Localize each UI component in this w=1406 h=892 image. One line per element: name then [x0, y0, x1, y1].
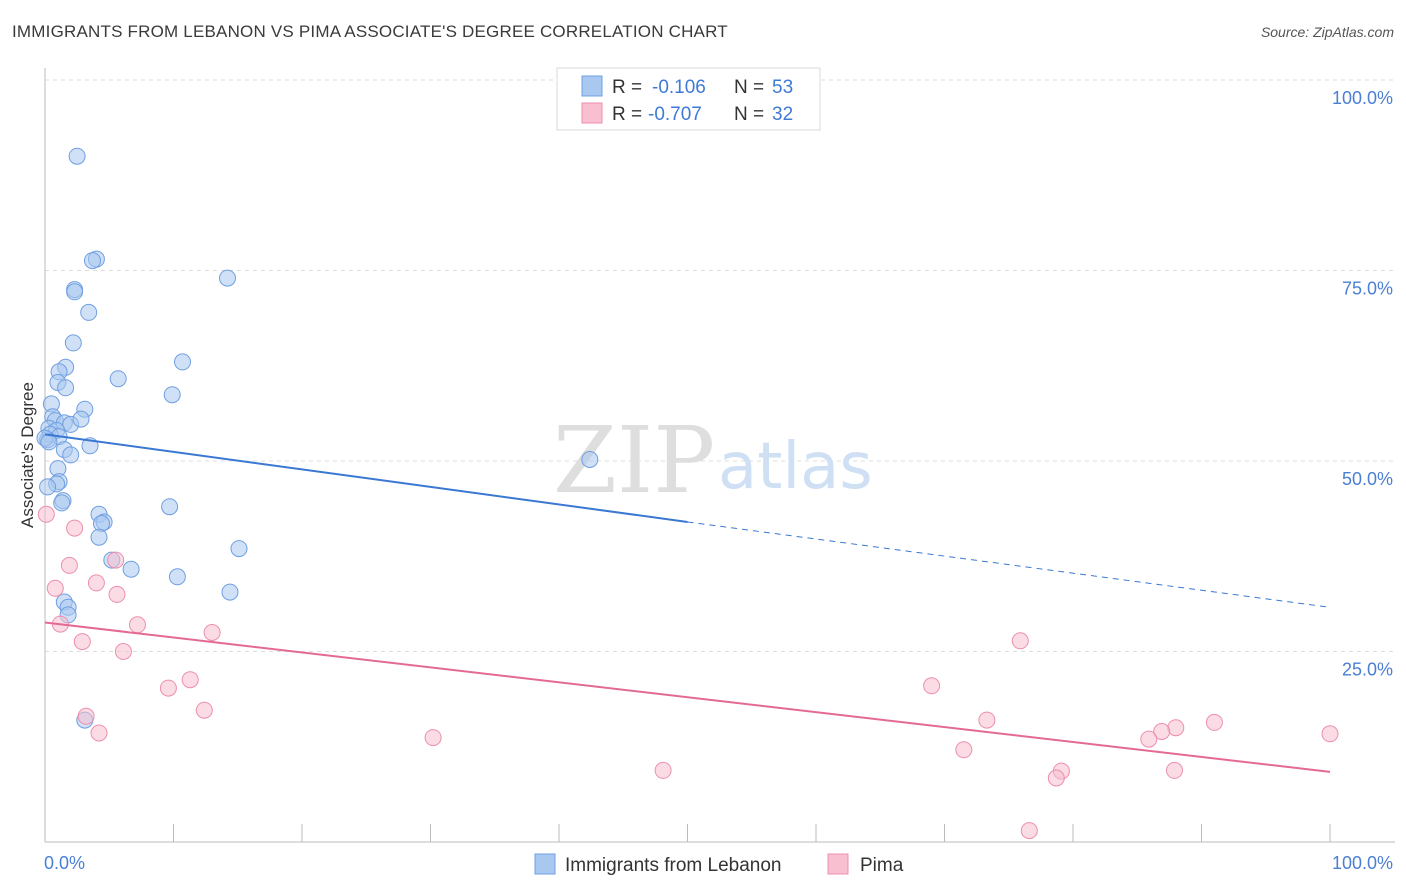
- legend-r-value-2: -0.707: [648, 104, 702, 125]
- data-point: [90, 724, 108, 742]
- legend-bottom: Immigrants from Lebanon Pima: [534, 853, 904, 876]
- legend-n-value-2: 32: [772, 104, 793, 125]
- y-tick-label: 50.0%: [1342, 469, 1393, 489]
- data-point: [66, 519, 84, 537]
- data-point: [72, 410, 90, 428]
- legend-n-label-1: N =: [734, 77, 764, 98]
- source-label: Source: ZipAtlas.com: [1260, 24, 1394, 40]
- bottom-legend-label-blue: Immigrants from Lebanon: [565, 855, 782, 876]
- y-tick-label: 100.0%: [1332, 88, 1393, 108]
- data-point: [203, 624, 221, 641]
- data-point: [161, 498, 179, 516]
- x-tick-label-min: 0.0%: [44, 853, 85, 873]
- data-point: [1153, 723, 1171, 740]
- data-point: [654, 761, 672, 779]
- data-point: [84, 252, 101, 270]
- data-point: [923, 677, 941, 695]
- data-point: [195, 701, 213, 719]
- data-point: [66, 283, 84, 301]
- grid-lines: [45, 79, 1395, 652]
- y-tick-label: 25.0%: [1342, 660, 1393, 680]
- data-point: [68, 147, 86, 165]
- y-tick-labels: 100.0% 75.0% 50.0% 25.0%: [1332, 88, 1393, 680]
- data-point: [108, 585, 126, 603]
- data-point: [60, 556, 78, 574]
- data-point: [53, 494, 71, 512]
- watermark-zip: ZIP: [553, 407, 715, 514]
- watermark-atlas: atlas: [718, 430, 873, 504]
- data-point: [221, 583, 239, 601]
- data-point: [64, 334, 82, 352]
- data-point: [168, 568, 186, 586]
- data-point: [159, 679, 177, 697]
- data-point: [581, 451, 599, 468]
- data-point: [1020, 822, 1038, 840]
- y-tick-label: 75.0%: [1342, 279, 1393, 299]
- data-point: [77, 707, 95, 725]
- data-point: [114, 643, 132, 660]
- data-point: [219, 269, 236, 287]
- data-point: [1140, 730, 1158, 748]
- data-point: [122, 560, 140, 578]
- trend-line-pink: [44, 621, 1331, 773]
- x-tick-label-max: 100.0%: [1332, 853, 1393, 873]
- legend-top: R = -0.106 N = 53 R = -0.707 N = 32: [556, 67, 821, 131]
- legend-swatch-blue: [581, 75, 603, 97]
- data-point: [181, 671, 199, 689]
- data-point: [1166, 761, 1183, 779]
- watermark: ZIP atlas: [553, 407, 873, 514]
- data-point: [80, 303, 98, 321]
- data-point: [87, 574, 105, 592]
- legend-n-value-1: 53: [772, 77, 793, 98]
- bottom-legend-swatch-blue: [534, 853, 556, 875]
- data-point: [39, 478, 57, 496]
- data-point: [109, 370, 127, 388]
- trend-lines: [44, 433, 1331, 773]
- data-point: [37, 505, 55, 523]
- data-point: [46, 579, 64, 597]
- chart-title: IMMIGRANTS FROM LEBANON VS PIMA ASSOCIAT…: [12, 22, 728, 41]
- bottom-legend-label-pink: Pima: [860, 855, 904, 876]
- data-point: [424, 729, 442, 747]
- series-pima: [37, 505, 1339, 840]
- data-point: [174, 353, 191, 371]
- data-point: [1321, 725, 1339, 743]
- data-point: [62, 446, 80, 464]
- data-point: [90, 528, 108, 546]
- data-point: [129, 616, 146, 634]
- data-point: [955, 741, 973, 759]
- y-axis-label: Associate's Degree: [18, 382, 37, 528]
- data-point: [1047, 769, 1065, 787]
- trend-line-blue: [44, 433, 688, 523]
- axes: [44, 68, 1395, 843]
- legend-n-label-2: N =: [734, 104, 764, 125]
- bottom-legend-swatch-pink: [827, 853, 849, 875]
- trend-line-blue-dashed: [687, 521, 1331, 608]
- x-tick-labels: 0.0% 100.0%: [44, 853, 1393, 873]
- data-point: [1011, 632, 1029, 650]
- data-point: [57, 379, 75, 397]
- series-immigrants-from-lebanon: [36, 147, 599, 729]
- legend-r-value-1: -0.106: [652, 77, 706, 98]
- legend-r-label-2: R =: [612, 104, 642, 125]
- data-point: [163, 386, 181, 404]
- data-point: [1205, 713, 1223, 731]
- data-point: [978, 711, 996, 729]
- data-point: [107, 551, 125, 569]
- data-point: [73, 633, 91, 651]
- legend-r-label-1: R =: [612, 77, 642, 98]
- legend-swatch-pink: [581, 102, 603, 124]
- data-point: [1167, 719, 1185, 737]
- data-point: [230, 540, 248, 558]
